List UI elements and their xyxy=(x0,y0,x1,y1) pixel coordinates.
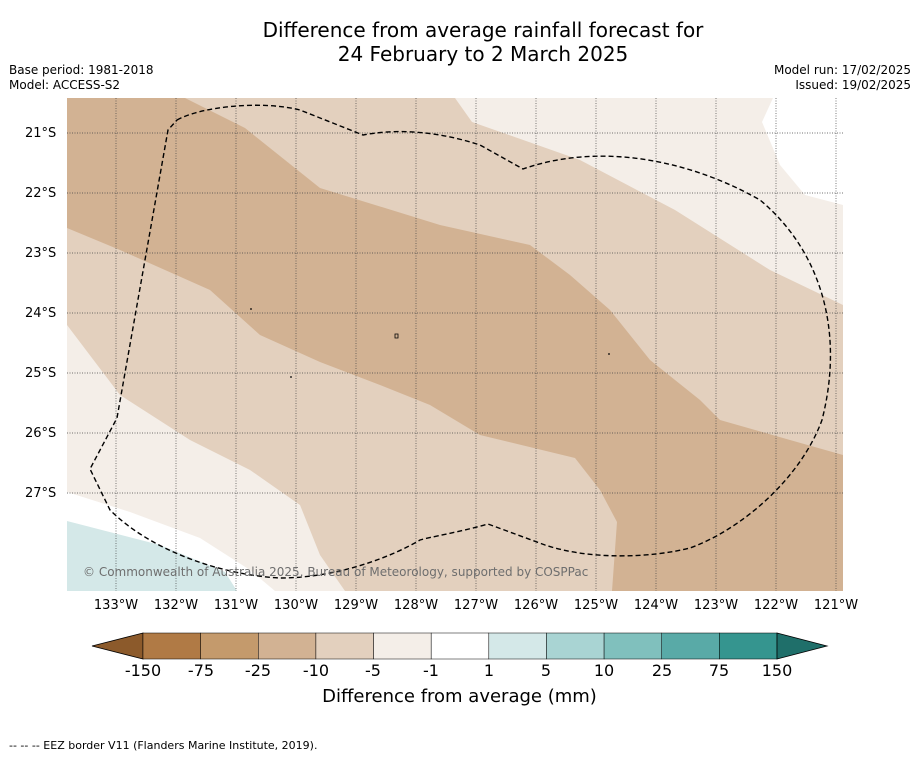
lat-label: 24°S xyxy=(25,306,57,321)
colorbar-label: Difference from average (mm) xyxy=(322,686,597,707)
lat-label: 22°S xyxy=(25,186,57,201)
colorbar-tick: -150 xyxy=(124,661,162,680)
colorbar-segment xyxy=(200,632,259,660)
island-markers xyxy=(250,308,610,378)
lon-label: 122°W xyxy=(753,598,799,613)
lon-label: 129°W xyxy=(333,598,379,613)
base-period-text: Base period: 1981-2018 xyxy=(9,63,154,77)
lon-label: 123°W xyxy=(693,598,739,613)
colorbar-tick: -5 xyxy=(365,661,381,680)
band-neutral-top-right xyxy=(762,98,843,205)
colorbar-segment xyxy=(315,632,374,660)
colorbar-tick: -75 xyxy=(187,661,215,680)
colorbar-segment xyxy=(546,632,605,660)
colorbar-tick: -10 xyxy=(302,661,330,680)
band-minus-10-to-minus-25 xyxy=(67,98,843,591)
meta-left: Base period: 1981-2018 Model: ACCESS-S2 xyxy=(9,63,154,93)
colorbar-tick: -25 xyxy=(244,661,272,680)
model-text: Model: ACCESS-S2 xyxy=(9,78,121,92)
colorbar-extend-low xyxy=(91,632,144,660)
colorbar-segment xyxy=(142,632,201,660)
colorbar-segment xyxy=(603,632,662,660)
colorbar-tick: 5 xyxy=(540,661,552,680)
lat-label: 25°S xyxy=(25,366,57,381)
footnote: -- -- -- EEZ border V11 (Flanders Marine… xyxy=(9,739,318,752)
meta-right: Model run: 17/02/2025 Issued: 19/02/2025 xyxy=(774,63,911,93)
island-marker xyxy=(394,333,399,339)
colorbar-tick: 25 xyxy=(651,661,673,680)
lat-label: 26°S xyxy=(25,426,57,441)
colorbar-tick: 10 xyxy=(593,661,615,680)
lon-label: 126°W xyxy=(513,598,559,613)
lon-label: 125°W xyxy=(573,598,619,613)
colorbar-segment xyxy=(488,632,547,660)
colorbar-segment xyxy=(430,632,490,660)
lon-label: 124°W xyxy=(633,598,679,613)
colorbar-segment xyxy=(719,632,778,660)
band-plus-1-to-plus-5 xyxy=(67,521,237,591)
island-marker xyxy=(290,376,292,378)
lon-label: 133°W xyxy=(93,598,139,613)
colorbar-tick: -1 xyxy=(423,661,439,680)
island-marker xyxy=(250,308,252,310)
eez-border xyxy=(89,104,832,579)
colorbar-extend-high xyxy=(776,632,829,660)
colorbar-tick: 75 xyxy=(708,661,730,680)
colorbar xyxy=(91,632,829,660)
lat-label: 23°S xyxy=(25,246,57,261)
colorbar-segment xyxy=(661,632,720,660)
map-area xyxy=(67,98,843,591)
colorbar-segment xyxy=(373,632,432,660)
lat-label: 27°S xyxy=(25,486,57,501)
title-line-2: 24 February to 2 March 2025 xyxy=(337,42,629,66)
gridlines xyxy=(67,98,843,591)
lon-label: 127°W xyxy=(453,598,499,613)
issued-text: Issued: 19/02/2025 xyxy=(795,78,911,92)
lon-label: 121°W xyxy=(813,598,859,613)
lon-label: 132°W xyxy=(153,598,199,613)
colorbar-tick: 1 xyxy=(483,661,495,680)
colorbar-segment xyxy=(258,632,317,660)
title-line-1: Difference from average rainfall forecas… xyxy=(262,18,704,42)
lon-label: 131°W xyxy=(213,598,259,613)
lat-label: 21°S xyxy=(25,126,57,141)
island-marker xyxy=(608,353,610,355)
lon-label: 128°W xyxy=(393,598,439,613)
colorbar-tick: 150 xyxy=(761,661,793,680)
copyright-text: © Commonwealth of Australia 2025, Bureau… xyxy=(83,565,589,579)
model-run-text: Model run: 17/02/2025 xyxy=(773,63,911,77)
lon-label: 130°W xyxy=(273,598,319,613)
chart-title: Difference from average rainfall forecas… xyxy=(0,18,919,66)
